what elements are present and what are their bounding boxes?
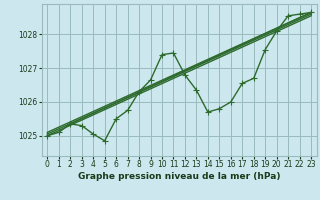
X-axis label: Graphe pression niveau de la mer (hPa): Graphe pression niveau de la mer (hPa) <box>78 172 280 181</box>
